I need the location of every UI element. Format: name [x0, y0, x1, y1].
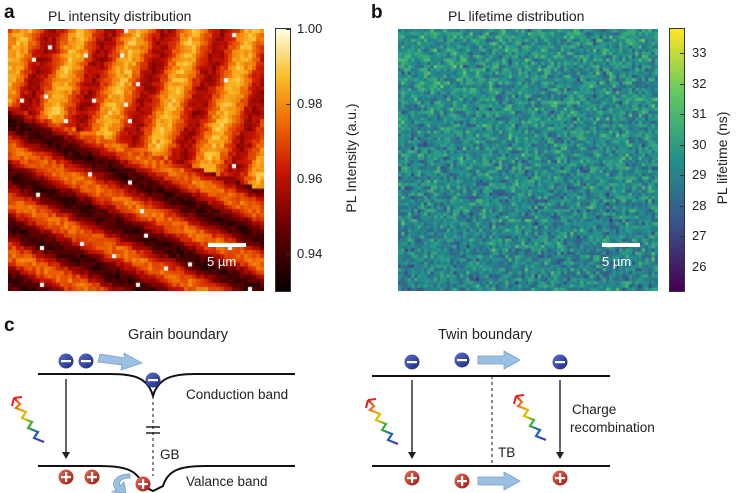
electron-drift-arrow-icon: [97, 352, 143, 371]
hole-drift-arrow-icon: [110, 473, 131, 493]
panel-b-letter: b: [371, 2, 383, 23]
hole-icon: [58, 469, 74, 485]
panel-b-title: PL lifetime distribution: [448, 8, 585, 24]
electron-icon: [552, 354, 568, 370]
hole-drift-arrow-icon: [477, 471, 521, 491]
electron-icon: [58, 353, 74, 369]
lifetime-colorbar: [669, 28, 685, 292]
pl-lifetime-map: [398, 29, 658, 291]
lifetime-tick-label: 28: [692, 197, 707, 213]
charge-recombination-label-2: recombination: [570, 420, 655, 435]
lifetime-tick-label: 30: [692, 136, 707, 152]
intensity-tick-mark: [286, 253, 290, 255]
lifetime-tick-mark: [680, 114, 684, 116]
twin-boundary-label: TB: [498, 445, 516, 460]
electron-icon: [454, 352, 470, 368]
lifetime-tick-label: 31: [692, 106, 707, 122]
intensity-tick-mark: [286, 29, 290, 30]
lifetime-tick-label: 26: [692, 258, 707, 274]
lifetime-colorbar-label: PL lifetime (ns): [714, 111, 730, 205]
lifetime-tick-mark: [680, 266, 684, 268]
lifetime-tick-label: 29: [692, 167, 707, 183]
scale-bar-b-label: 5 µm: [602, 254, 632, 269]
valence-band-label: Valance band: [186, 474, 268, 489]
grain-valence-band: [38, 465, 295, 493]
intensity-tick-label: 0.94: [297, 245, 323, 261]
hole-icon: [552, 470, 568, 486]
grain-boundary-diagram: [11, 352, 295, 493]
lifetime-tick-label: 33: [692, 45, 707, 61]
electron-icon: [78, 353, 94, 369]
intensity-tick-mark: [286, 103, 290, 105]
electron-icon: [145, 372, 161, 388]
charge-recombination-label-1: Charge: [572, 402, 617, 417]
twin-boundary-diagram: [365, 350, 610, 491]
lifetime-tick-mark: [680, 144, 684, 146]
electron-drift-arrow-icon: [477, 350, 521, 370]
lifetime-tick-mark: [680, 236, 684, 238]
panel-a-title: PL intensity distribution: [48, 8, 192, 24]
grain-boundary-title: Grain boundary: [128, 327, 228, 343]
lifetime-tick-mark: [680, 53, 684, 55]
scale-bar-a: [208, 243, 246, 247]
lifetime-tick-label: 27: [692, 228, 707, 244]
panel-a-letter: a: [4, 2, 15, 23]
panel-c-letter: c: [4, 315, 15, 336]
intensity-colorbar-label: PL Intensity (a.u.): [343, 103, 359, 213]
lifetime-tick-label: 32: [692, 75, 707, 91]
photon-icon: [513, 394, 547, 442]
intensity-tick-label: 1.00: [297, 21, 323, 36]
intensity-tick-mark: [286, 178, 290, 180]
scale-bar-b: [602, 243, 640, 247]
lifetime-tick-mark: [680, 175, 684, 177]
band-diagram: [11, 350, 610, 493]
photon-icon: [365, 398, 399, 446]
intensity-tick-label: 0.98: [297, 95, 323, 111]
grain-boundary-label: GB: [160, 447, 180, 462]
lifetime-tick-mark: [680, 205, 684, 207]
intensity-tick-label: 0.96: [297, 170, 323, 186]
hole-icon: [84, 469, 100, 485]
twin-boundary-title: Twin boundary: [438, 327, 533, 343]
electron-icon: [404, 354, 420, 370]
pl-intensity-map: [8, 29, 264, 291]
intensity-colorbar: [275, 28, 291, 292]
conduction-band-label: Conduction band: [186, 387, 289, 402]
lifetime-tick-mark: [680, 83, 684, 85]
hole-icon: [454, 473, 470, 489]
scale-bar-a-label: 5 µm: [207, 254, 237, 269]
hole-icon: [135, 476, 151, 492]
hole-icon: [404, 470, 420, 486]
photon-icon: [11, 396, 45, 444]
